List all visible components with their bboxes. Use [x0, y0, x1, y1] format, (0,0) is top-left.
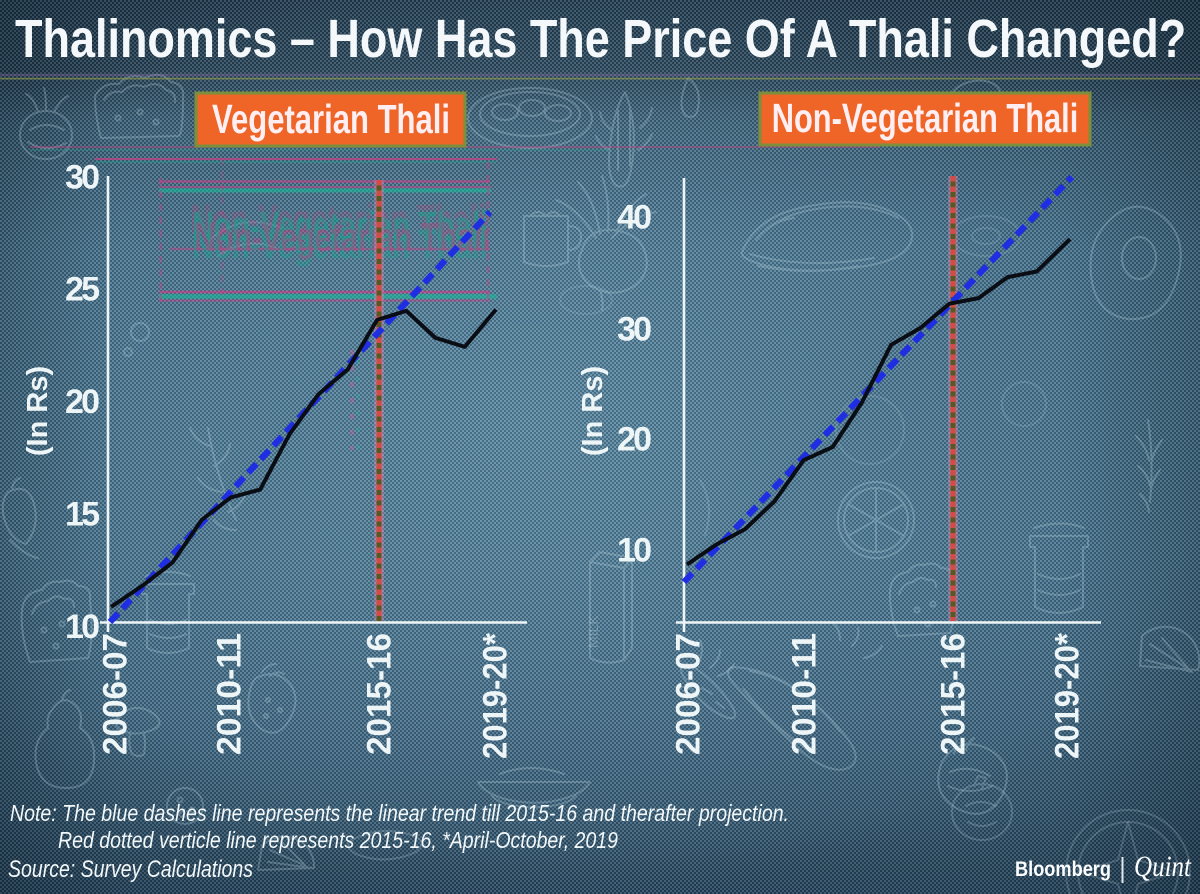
svg-text:Note: The blue dashes line rep: Note: The blue dashes line represents th…: [10, 800, 789, 826]
svg-text:20: 20: [617, 421, 652, 459]
svg-text:2019-20*: 2019-20*: [1049, 632, 1087, 759]
svg-text:Vegetarian Thali: Vegetarian Thali: [212, 96, 450, 142]
svg-text:2006-07: 2006-07: [97, 633, 135, 755]
svg-text:Bloomberg: Bloomberg: [1015, 858, 1111, 881]
svg-text:2015-16: 2015-16: [361, 633, 399, 755]
svg-text:10: 10: [65, 608, 100, 646]
svg-text:(In Rs): (In Rs): [577, 366, 609, 456]
svg-text:40: 40: [617, 199, 652, 237]
svg-text:Non-Vegetarian Thali: Non-Vegetarian Thali: [192, 221, 488, 267]
svg-text:Non-Vegetarian Thali: Non-Vegetarian Thali: [194, 214, 490, 260]
svg-text:Non-Vegetarian Thali: Non-Vegetarian Thali: [192, 203, 488, 249]
svg-text:2010-11: 2010-11: [786, 633, 824, 755]
svg-text:Quint: Quint: [1134, 850, 1192, 883]
svg-text:Non-Vegetarian Thali: Non-Vegetarian Thali: [190, 196, 486, 242]
svg-text:2010-11: 2010-11: [211, 633, 249, 755]
svg-text:25: 25: [65, 271, 100, 309]
svg-text:30: 30: [617, 311, 652, 349]
svg-text:(In Rs): (In Rs): [22, 366, 54, 456]
svg-text:Red dotted verticle line repre: Red dotted verticle line represents 2015…: [58, 827, 618, 853]
svg-text:15: 15: [65, 496, 100, 534]
svg-text:Non-Vegetarian Thali: Non-Vegetarian Thali: [772, 95, 1079, 141]
svg-text:Source: Survey Calculations: Source: Survey Calculations: [8, 856, 253, 883]
svg-text:Thalinomics – How Has The Pric: Thalinomics – How Has The Price Of A Tha…: [15, 8, 1186, 69]
svg-text:2006-07: 2006-07: [670, 633, 708, 755]
svg-text:2015-16: 2015-16: [935, 633, 973, 755]
svg-text:MILK: MILK: [585, 615, 601, 648]
svg-text:2019-20*: 2019-20*: [477, 632, 515, 759]
svg-text:30: 30: [65, 159, 100, 197]
svg-text:20: 20: [65, 383, 100, 421]
svg-text:10: 10: [617, 532, 652, 570]
